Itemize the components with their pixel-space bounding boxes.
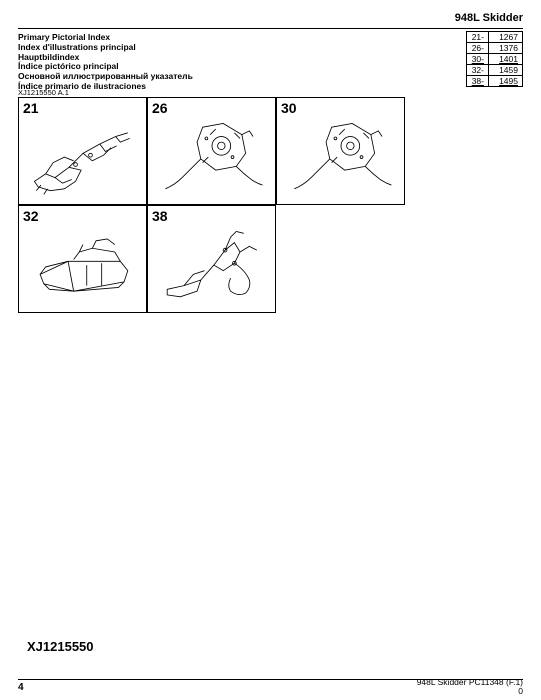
mechanism-icon bbox=[283, 116, 399, 200]
ref-val: 1401 bbox=[489, 54, 523, 65]
reference-table: 21-1267 26-1376 30-1401 32-1459 38-1495 bbox=[466, 31, 523, 87]
table-row: 21-1267 bbox=[467, 32, 523, 43]
grid-cell-30: 30 bbox=[276, 97, 405, 205]
cell-number: 26 bbox=[152, 100, 168, 116]
page-number: 4 bbox=[18, 682, 24, 693]
grid-cell-32: 32 bbox=[18, 205, 147, 313]
table-row: 26-1376 bbox=[467, 43, 523, 54]
cell-number: 30 bbox=[281, 100, 297, 116]
ref-key: 32- bbox=[467, 65, 489, 76]
cell-number: 38 bbox=[152, 208, 168, 224]
footer-info: 948L Skidder PC11348 (F.1) 0 bbox=[417, 678, 523, 696]
figure-code: XJ1215550 A.1 bbox=[18, 88, 69, 97]
grid-cell-26: 26 bbox=[147, 97, 276, 205]
ref-val: 1459 bbox=[489, 65, 523, 76]
table-row: 30-1401 bbox=[467, 54, 523, 65]
blade-icon bbox=[25, 224, 141, 308]
footer-line2: 0 bbox=[417, 687, 523, 696]
ref-key: 21- bbox=[467, 32, 489, 43]
header-product: 948L Skidder bbox=[455, 12, 523, 24]
mechanism-icon bbox=[154, 116, 270, 200]
grid-cell-38: 38 bbox=[147, 205, 276, 313]
ref-val: 1495 bbox=[489, 76, 523, 87]
cell-number: 21 bbox=[23, 100, 39, 116]
ref-val: 1267 bbox=[489, 32, 523, 43]
ref-key: 38- bbox=[467, 76, 489, 87]
table-row: 32-1459 bbox=[467, 65, 523, 76]
ref-key: 30- bbox=[467, 54, 489, 65]
pictorial-grid: 21 26 bbox=[18, 97, 405, 313]
grid-row: 32 38 bbox=[18, 205, 276, 313]
ref-val: 1376 bbox=[489, 43, 523, 54]
grid-cell-21: 21 bbox=[18, 97, 147, 205]
chassis-icon bbox=[25, 116, 141, 200]
grapple-arm-icon bbox=[154, 224, 270, 308]
title-block: Primary Pictorial Index Index d'illustra… bbox=[18, 33, 193, 92]
footer-line1: 948L Skidder PC11348 (F.1) bbox=[417, 678, 523, 687]
drawing-number: XJ1215550 bbox=[27, 639, 94, 654]
ref-key: 26- bbox=[467, 43, 489, 54]
cell-number: 32 bbox=[23, 208, 39, 224]
grid-row: 21 26 bbox=[18, 97, 405, 205]
table-row: 38-1495 bbox=[467, 76, 523, 87]
rule-top bbox=[18, 28, 523, 29]
